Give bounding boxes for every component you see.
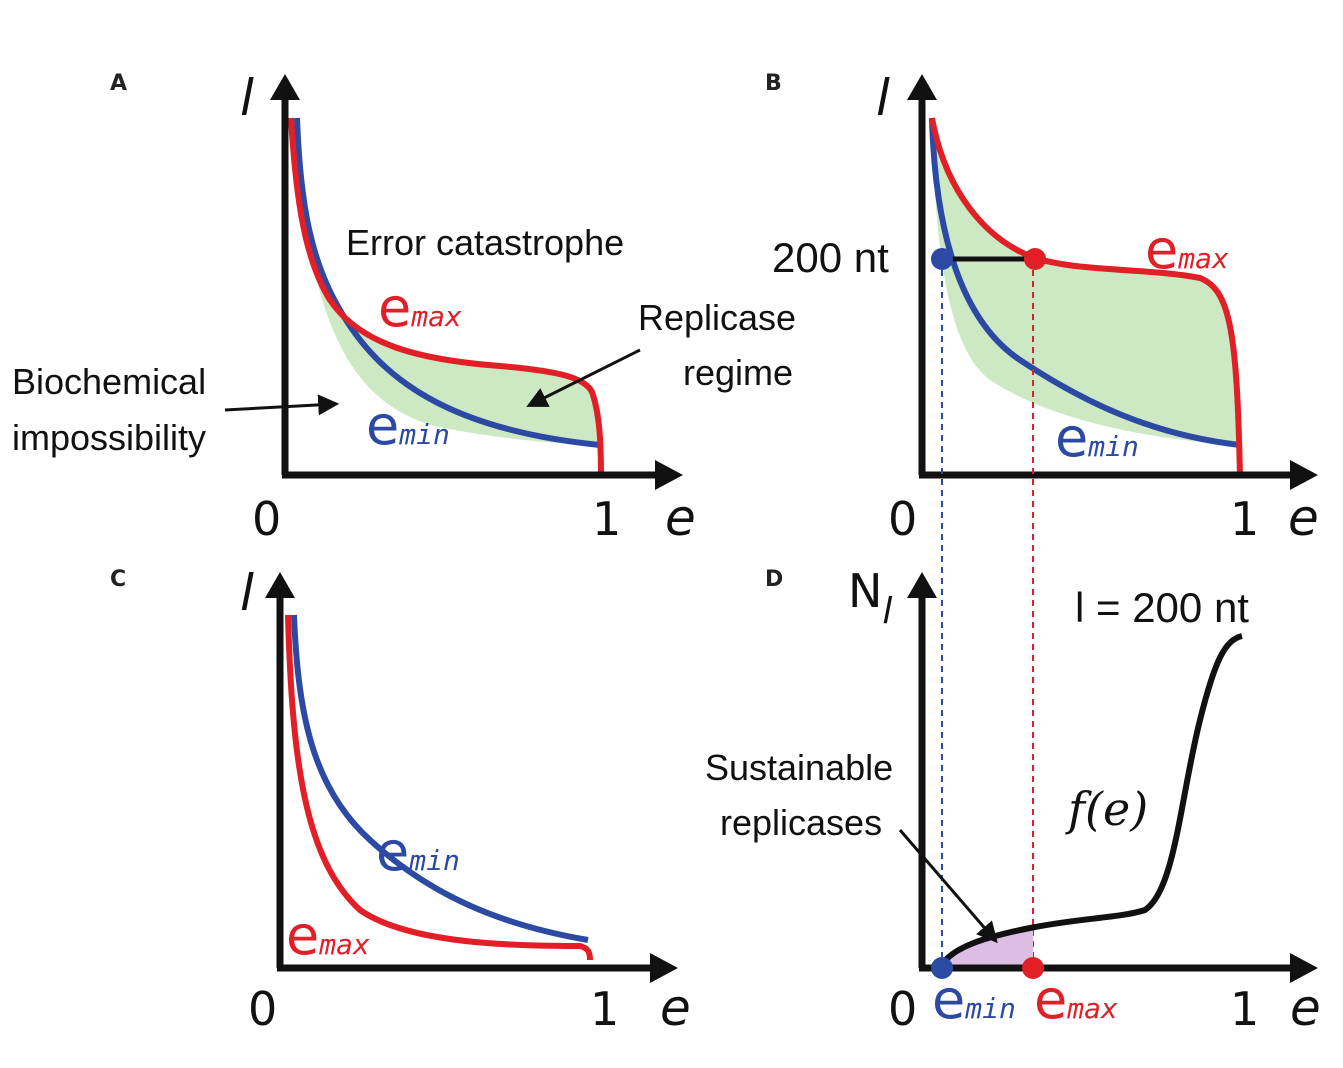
sustainable-label-1: Sustainable bbox=[705, 747, 893, 788]
x-tick-1: 1 bbox=[590, 982, 619, 1036]
panel-a: A l 0 1 e Error catastrophe emax emin Re… bbox=[12, 69, 796, 547]
sustainable-label-2: replicases bbox=[720, 802, 882, 843]
emin-curve bbox=[929, 117, 1241, 448]
x-tick-0: 0 bbox=[252, 492, 281, 546]
length-label: l = 200 nt bbox=[1075, 584, 1249, 631]
x-axis-label: e bbox=[1290, 979, 1321, 1037]
x-axis-arrow bbox=[650, 953, 678, 983]
emin-label: emin bbox=[376, 820, 460, 883]
replicase-regime-label-2: regime bbox=[683, 352, 793, 393]
replicase-regime-label-1: Replicase bbox=[638, 297, 796, 338]
panel-letter-d: D bbox=[765, 567, 783, 592]
y-axis-arrow bbox=[907, 572, 937, 598]
x-tick-0: 0 bbox=[888, 982, 917, 1036]
x-axis-arrow bbox=[1290, 460, 1318, 490]
biochemical-label-1: Biochemical bbox=[12, 361, 206, 402]
y-axis-label: l bbox=[876, 69, 890, 127]
x-axis-arrow bbox=[655, 460, 683, 490]
emin-label: emin bbox=[1055, 406, 1139, 469]
y-axis-label: Nl bbox=[848, 564, 892, 632]
emin-label: emin bbox=[932, 968, 1016, 1031]
emax-curve bbox=[285, 614, 593, 961]
emax-label: emax bbox=[1034, 968, 1118, 1031]
emax-curve bbox=[929, 117, 1243, 479]
emin-label: emin bbox=[366, 394, 450, 457]
y-axis-arrow bbox=[270, 74, 300, 100]
x-tick-0: 0 bbox=[888, 492, 917, 546]
y-axis-label: l bbox=[240, 69, 254, 127]
emax-curve bbox=[288, 117, 604, 479]
panel-b: B l 0 1 e 200 nt emax emin bbox=[765, 69, 1319, 547]
x-axis-label: e bbox=[1288, 489, 1319, 547]
emax-label: emax bbox=[1145, 218, 1229, 281]
biochemical-arrow bbox=[224, 394, 340, 416]
panel-d: D Nl 0 1 e l = 200 nt f(e) Sustainable r… bbox=[705, 564, 1321, 1037]
sustainable-arrow bbox=[898, 829, 998, 944]
length-200nt-label: 200 nt bbox=[772, 234, 889, 281]
emin-point bbox=[931, 248, 953, 270]
replicase-regime-fill bbox=[308, 240, 600, 445]
panel-letter-a: A bbox=[110, 71, 127, 96]
x-tick-0: 0 bbox=[248, 982, 277, 1036]
error-catastrophe-label: Error catastrophe bbox=[346, 222, 624, 263]
panel-letter-b: B bbox=[765, 71, 782, 96]
replicase-arrow bbox=[526, 348, 641, 407]
emax-point bbox=[1024, 248, 1046, 270]
fe-curve bbox=[941, 633, 1243, 964]
y-axis-arrow bbox=[265, 572, 295, 598]
x-axis-arrow bbox=[1290, 953, 1318, 983]
panel-c: C l 0 1 e emin emax bbox=[110, 564, 691, 1037]
emax-point bbox=[1022, 957, 1044, 979]
panel-letter-c: C bbox=[110, 567, 126, 592]
x-tick-1: 1 bbox=[1230, 982, 1259, 1036]
emax-label: emax bbox=[286, 904, 370, 967]
y-axis-label: l bbox=[240, 564, 254, 622]
emax-label: emax bbox=[378, 276, 462, 339]
x-axis-label: e bbox=[660, 979, 691, 1037]
fe-label: f(e) bbox=[1065, 782, 1148, 836]
biochemical-label-2: impossibility bbox=[12, 417, 206, 458]
x-axis-label: e bbox=[665, 489, 696, 547]
x-tick-1: 1 bbox=[592, 492, 621, 546]
emin-curve bbox=[291, 614, 589, 943]
sustainable-replicases-fill bbox=[944, 928, 1033, 968]
emin-point bbox=[931, 957, 953, 979]
x-tick-1: 1 bbox=[1230, 492, 1259, 546]
replicase-regime-fill bbox=[932, 118, 1240, 445]
y-axis-arrow bbox=[907, 74, 937, 100]
